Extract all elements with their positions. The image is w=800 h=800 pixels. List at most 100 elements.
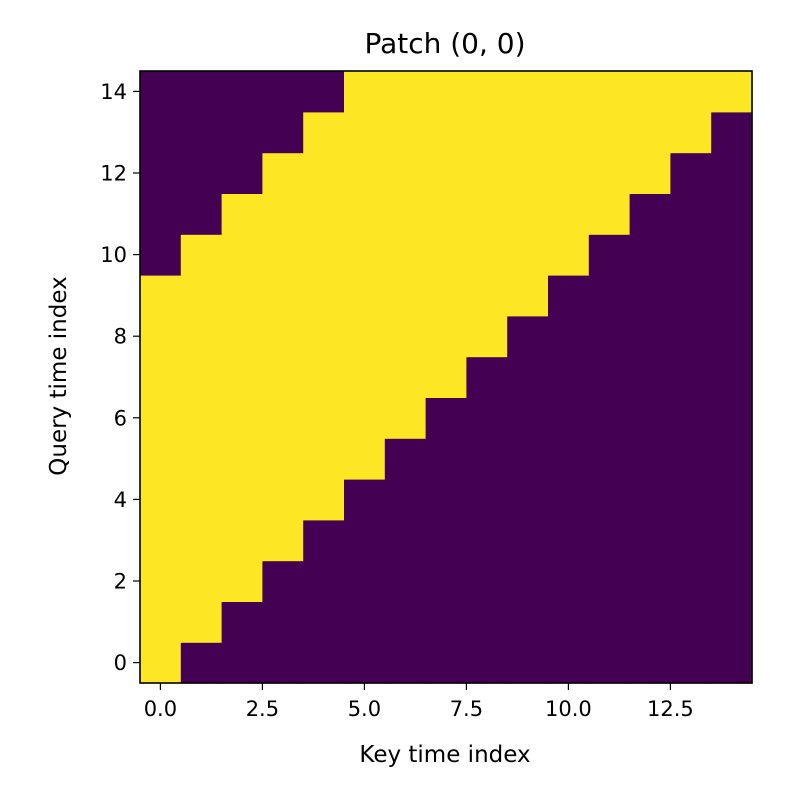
- heatmap-cell: [629, 560, 671, 602]
- y-tick-label: 12: [100, 162, 127, 186]
- y-tick-label: 10: [100, 243, 127, 267]
- heatmap-cell: [384, 438, 427, 480]
- heatmap-cell: [588, 519, 631, 562]
- heatmap-cell: [548, 152, 590, 194]
- y-tick-label: 6: [114, 406, 127, 430]
- heatmap-cell: [425, 519, 467, 562]
- heatmap-cell: [344, 152, 386, 194]
- heatmap-cell: [711, 275, 753, 317]
- heatmap-cell: [384, 560, 427, 602]
- heatmap-cell: [425, 234, 467, 276]
- heatmap-cell: [548, 642, 590, 684]
- heatmap-cell: [670, 397, 712, 439]
- heatmap-cell: [344, 111, 386, 154]
- heatmap-cell: [670, 71, 712, 113]
- heatmap-cell: [140, 234, 182, 276]
- heatmap-cell: [466, 111, 508, 154]
- heatmap-cell: [303, 397, 345, 439]
- heatmap-cell: [140, 356, 182, 398]
- heatmap-cell: [629, 234, 671, 276]
- heatmap-cell: [140, 397, 182, 439]
- x-tick-label: 5.0: [348, 697, 381, 721]
- heatmap-cell: [221, 560, 263, 602]
- heatmap-cell: [711, 315, 753, 358]
- heatmap-cell: [466, 601, 508, 643]
- heatmap-cell: [140, 642, 182, 684]
- heatmap-cell: [344, 193, 386, 235]
- heatmap-cell: [180, 71, 223, 113]
- heatmap-cell: [588, 560, 631, 602]
- heatmap-cell: [507, 275, 549, 317]
- heatmap-cell: [344, 397, 386, 439]
- heatmap-cell: [262, 642, 304, 684]
- heatmap-cell: [548, 71, 590, 113]
- y-tick-label: 2: [114, 570, 127, 594]
- heatmap-cell: [384, 111, 427, 154]
- heatmap-cell: [425, 479, 467, 521]
- heatmap-cell: [507, 519, 549, 562]
- plot-frame: [139, 70, 753, 684]
- heatmap-cell: [466, 479, 508, 521]
- heatmap-cell: [262, 193, 304, 235]
- heatmap-cell: [548, 519, 590, 562]
- heatmap-cell: [221, 479, 263, 521]
- heatmap-cell: [180, 479, 223, 521]
- heatmap-cell: [425, 438, 467, 480]
- heatmap-cell: [507, 356, 549, 398]
- heatmap-cell: [711, 152, 753, 194]
- heatmap-cell: [629, 356, 671, 398]
- heatmap-cell: [466, 71, 508, 113]
- heatmap-cell: [180, 315, 223, 358]
- heatmap-cell: [507, 315, 549, 358]
- heatmap-cell: [180, 356, 223, 398]
- heatmap-cell: [670, 438, 712, 480]
- heatmap-cell: [466, 560, 508, 602]
- heatmap-cell: [588, 438, 631, 480]
- heatmap-cell: [670, 642, 712, 684]
- heatmap-cell: [140, 111, 182, 154]
- heatmap-cell: [711, 193, 753, 235]
- heatmap-cell: [548, 234, 590, 276]
- heatmap-cell: [588, 71, 631, 113]
- heatmap-cell: [466, 193, 508, 235]
- heatmap-cell: [140, 519, 182, 562]
- heatmap-cell: [344, 601, 386, 643]
- heatmap-cell: [303, 275, 345, 317]
- heatmap-cell: [303, 479, 345, 521]
- heatmap-cell: [466, 519, 508, 562]
- heatmap-cell: [711, 438, 753, 480]
- heatmap-cell: [140, 601, 182, 643]
- heatmap-cell: [670, 152, 712, 194]
- heatmap-cell: [548, 111, 590, 154]
- heatmap-cell: [303, 111, 345, 154]
- heatmap-cell: [303, 356, 345, 398]
- heatmap-cell: [548, 193, 590, 235]
- heatmap-cell: [262, 356, 304, 398]
- heatmap-cell: [140, 560, 182, 602]
- heatmap-cell: [140, 152, 182, 194]
- heatmap-cell: [466, 275, 508, 317]
- heatmap-cell: [425, 560, 467, 602]
- heatmap-cell: [548, 275, 590, 317]
- heatmap-cell: [425, 275, 467, 317]
- x-axis-label: Key time index: [359, 742, 530, 768]
- heatmap-cell: [140, 275, 182, 317]
- heatmap-cell: [344, 519, 386, 562]
- heatmap-cell: [262, 601, 304, 643]
- heatmap-cell: [344, 560, 386, 602]
- heatmap-cell: [629, 642, 671, 684]
- heatmap-cell: [466, 315, 508, 358]
- y-tick-label: 14: [100, 80, 127, 104]
- heatmap-cell: [466, 438, 508, 480]
- heatmap-cell: [425, 111, 467, 154]
- heatmap-cell: [262, 275, 304, 317]
- x-tick-label: 12.5: [647, 697, 694, 721]
- heatmap-cell: [548, 315, 590, 358]
- heatmap-cell: [711, 397, 753, 439]
- heatmap-cell: [262, 71, 304, 113]
- heatmap-cell: [384, 275, 427, 317]
- heatmap-cell: [629, 275, 671, 317]
- heatmap-cell: [711, 601, 753, 643]
- heatmap-cell: [303, 519, 345, 562]
